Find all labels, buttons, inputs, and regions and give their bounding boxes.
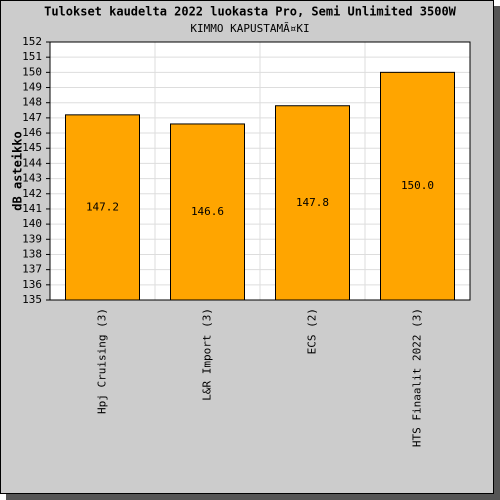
bar: [65, 114, 140, 301]
y-tick-label: 143: [22, 172, 42, 185]
y-tick-label: 152: [22, 35, 42, 48]
y-tick-label: 135: [22, 293, 42, 306]
plot-border: [49, 41, 471, 301]
y-tick-label: 146: [22, 126, 42, 139]
y-tick-label: 151: [22, 50, 42, 63]
x-tick-label: Hpj Cruising (3): [96, 308, 109, 414]
value-label: 147.2: [86, 200, 119, 213]
y-tick-label: 150: [22, 65, 42, 78]
y-tick-label: 148: [22, 96, 42, 109]
x-tick-label: L&R Import (3): [201, 308, 214, 401]
y-tick-label: 147: [22, 111, 42, 124]
y-tick-label: 139: [22, 232, 42, 245]
value-label: 147.8: [296, 196, 329, 209]
value-label: 146.6: [191, 205, 224, 218]
y-tick-label: 142: [22, 187, 42, 200]
bar: [170, 123, 245, 301]
y-tick-label: 140: [22, 217, 42, 230]
bar: [275, 105, 350, 301]
x-tick-label: HTS Finaalit 2022 (3): [411, 308, 424, 447]
y-tick-label: 136: [22, 278, 42, 291]
x-tick-label: ECS (2): [306, 308, 319, 354]
y-tick-label: 137: [22, 263, 42, 276]
y-tick-label: 141: [22, 202, 42, 215]
y-axis-label: dB asteikko: [11, 131, 25, 210]
chart-title: Tulokset kaudelta 2022 luokasta Pro, Sem…: [44, 5, 457, 19]
value-label: 150.0: [401, 179, 434, 192]
y-tick-label: 149: [22, 81, 42, 94]
y-tick-label: 144: [22, 156, 42, 169]
y-tick-label: 145: [22, 141, 42, 154]
chart-subtitle: KIMMO KAPUSTAMÃ¤KI: [190, 22, 309, 35]
y-tick-label: 138: [22, 247, 42, 260]
